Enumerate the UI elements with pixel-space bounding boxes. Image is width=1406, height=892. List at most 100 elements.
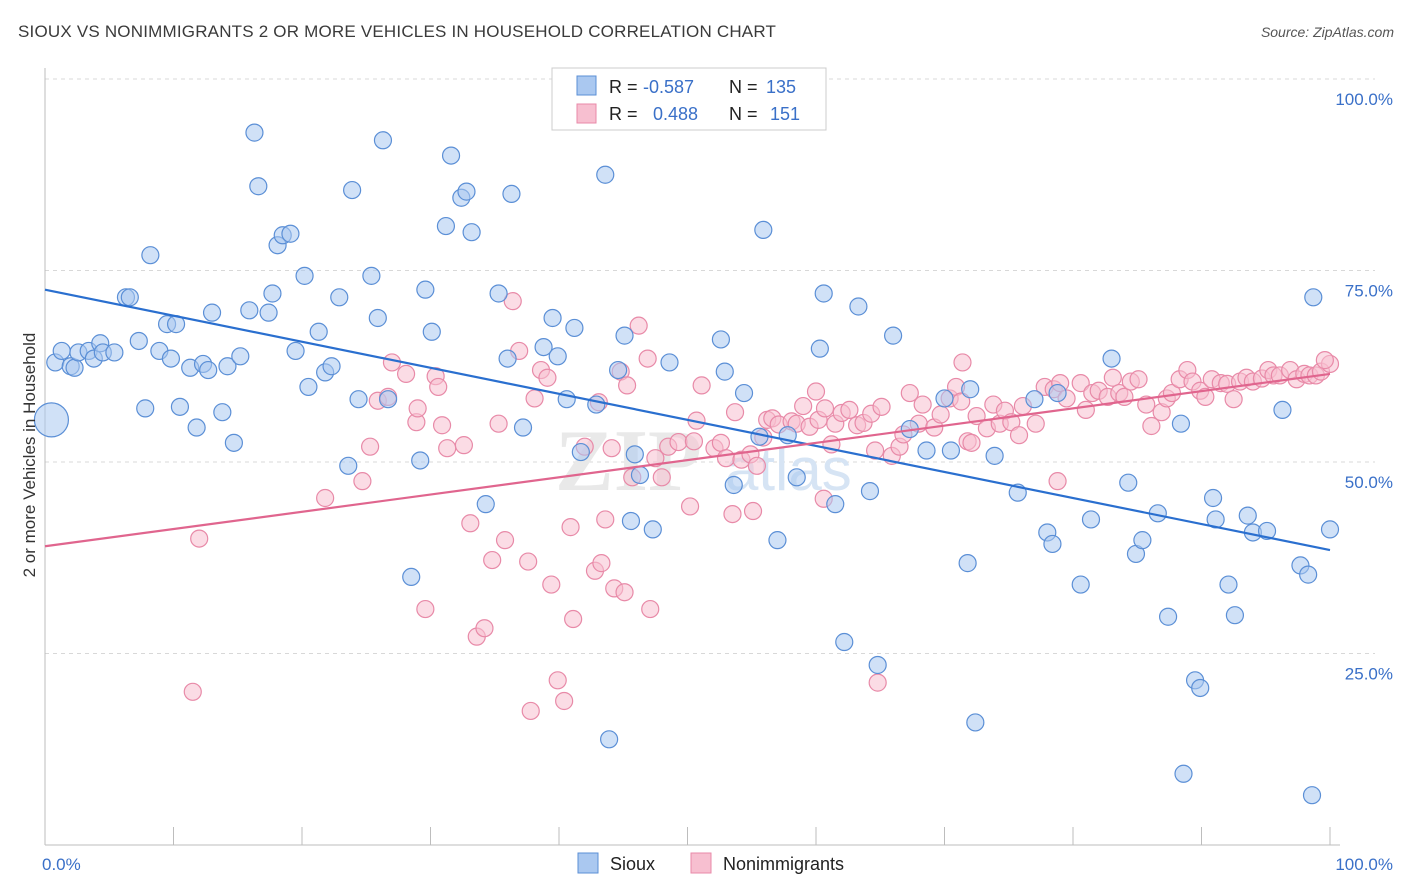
legend-n-label-1: N = — [729, 77, 758, 97]
sioux-point — [339, 456, 358, 475]
nonimmigrants-point — [183, 682, 202, 701]
nonimmigrants-point — [615, 583, 634, 602]
sioux-point — [187, 418, 206, 437]
nonimmigrants-point — [641, 599, 660, 619]
sioux-point — [422, 322, 441, 341]
sioux-point — [224, 433, 243, 452]
nonimmigrants-point — [913, 395, 932, 414]
sioux-point — [609, 360, 628, 380]
nonimmigrants-point — [316, 488, 335, 508]
sioux-point — [161, 349, 181, 368]
sioux-point — [787, 468, 806, 487]
nonimmigrants-point — [840, 400, 859, 420]
sioux-point — [199, 360, 218, 380]
sioux-point — [1191, 678, 1210, 698]
tick-labels: 25.0% 50.0% 75.0% 100.0% 0.0% 100.0% — [42, 90, 1393, 874]
sioux-point — [768, 531, 787, 550]
sioux-point — [349, 390, 368, 409]
sioux-point — [309, 322, 328, 341]
legend-r-label-2: R = — [609, 104, 638, 124]
sioux-point — [711, 330, 731, 349]
axes — [44, 68, 1340, 846]
sioux-point — [1257, 521, 1277, 541]
nonimmigrants-point — [596, 510, 615, 529]
nonimmigrants-point — [396, 364, 416, 384]
sioux-point — [621, 511, 641, 531]
nonimmigrants-point — [962, 433, 981, 452]
sioux-point — [810, 339, 829, 358]
sioux-point — [52, 341, 71, 361]
sioux-point — [883, 326, 903, 345]
nonimmigrants-point — [454, 436, 474, 455]
sioux-point — [985, 446, 1004, 465]
sioux-point — [411, 451, 430, 470]
sioux-point — [548, 347, 567, 366]
legend-box — [551, 67, 827, 131]
nonimmigrants-point — [483, 550, 502, 570]
sioux-point — [1158, 607, 1178, 626]
chart-title: SIOUX VS NONIMMIGRANTS 2 OR MORE VEHICLE… — [18, 22, 777, 41]
nonimmigrants-point — [190, 529, 209, 548]
nonimmigrants-point — [602, 439, 621, 458]
sioux-point — [643, 520, 662, 539]
sioux-point — [476, 495, 495, 514]
correlation-legend: R = -0.587 N = 135 R = 0.488 N = 151 — [551, 67, 827, 131]
nonimmigrants-point — [548, 671, 567, 690]
sioux-point — [105, 343, 124, 362]
bottom-legend-swatch-nonimmigrants — [690, 852, 712, 874]
nonimmigrants-point — [1076, 400, 1095, 420]
sioux-point — [826, 495, 845, 514]
sioux-point — [571, 442, 590, 462]
sioux-point — [860, 482, 880, 501]
nonimmigrants-point — [525, 389, 544, 408]
sioux-point — [378, 390, 398, 409]
sioux-point — [202, 303, 222, 322]
bottom-legend-swatch-sioux — [577, 852, 599, 874]
nonimmigrants-point — [438, 439, 457, 458]
source-label: Source: ZipAtlas.com — [1260, 24, 1394, 40]
sioux-point — [502, 184, 521, 203]
sioux-point — [1203, 488, 1223, 508]
nonimmigrants-point — [361, 437, 380, 456]
nonimmigrants-point — [680, 497, 700, 516]
sioux-point — [245, 123, 264, 142]
sioux-point — [259, 303, 278, 322]
nonimmigrants-trend-line — [44, 372, 1331, 548]
sioux-point — [240, 301, 259, 320]
sioux-point — [1025, 390, 1044, 409]
legend-r-value-2: 0.488 — [653, 104, 698, 124]
sioux-point — [416, 280, 435, 299]
sioux-point — [868, 655, 887, 675]
sioux-point — [600, 730, 619, 749]
sioux-point — [231, 347, 250, 366]
sioux-point — [1320, 520, 1340, 539]
nonimmigrants-point — [931, 405, 950, 424]
sioux-point — [141, 246, 160, 265]
bottom-legend-label-nonimmigrants: Nonimmigrants — [723, 854, 844, 874]
nonimmigrants-point — [561, 518, 580, 537]
sioux-point — [129, 331, 148, 351]
sioux-point — [402, 567, 421, 587]
sioux-point — [1071, 575, 1090, 594]
nonimmigrants-point — [1137, 395, 1156, 414]
legend-r-label-1: R = — [609, 77, 638, 97]
sioux-point — [489, 284, 508, 303]
sioux-point — [625, 445, 644, 464]
nonimmigrants-point — [1071, 374, 1090, 393]
nonimmigrants-point — [716, 449, 736, 468]
nonimmigrants-point — [382, 353, 402, 372]
nonimmigrants-point — [629, 316, 648, 335]
nonimmigrants-point — [489, 414, 508, 433]
nonimmigrants-point — [1103, 368, 1122, 387]
sioux-point — [935, 389, 954, 408]
nonimmigrants-point — [618, 376, 637, 395]
nonimmigrants-point — [521, 701, 540, 721]
nonimmigrants-point — [684, 432, 704, 451]
nonimmigrants-point — [555, 691, 574, 711]
sioux-point — [65, 358, 84, 377]
sioux-point — [457, 182, 476, 201]
nonimmigrants-point — [542, 575, 561, 594]
sioux-point — [462, 223, 481, 242]
sioux-point — [596, 165, 615, 184]
